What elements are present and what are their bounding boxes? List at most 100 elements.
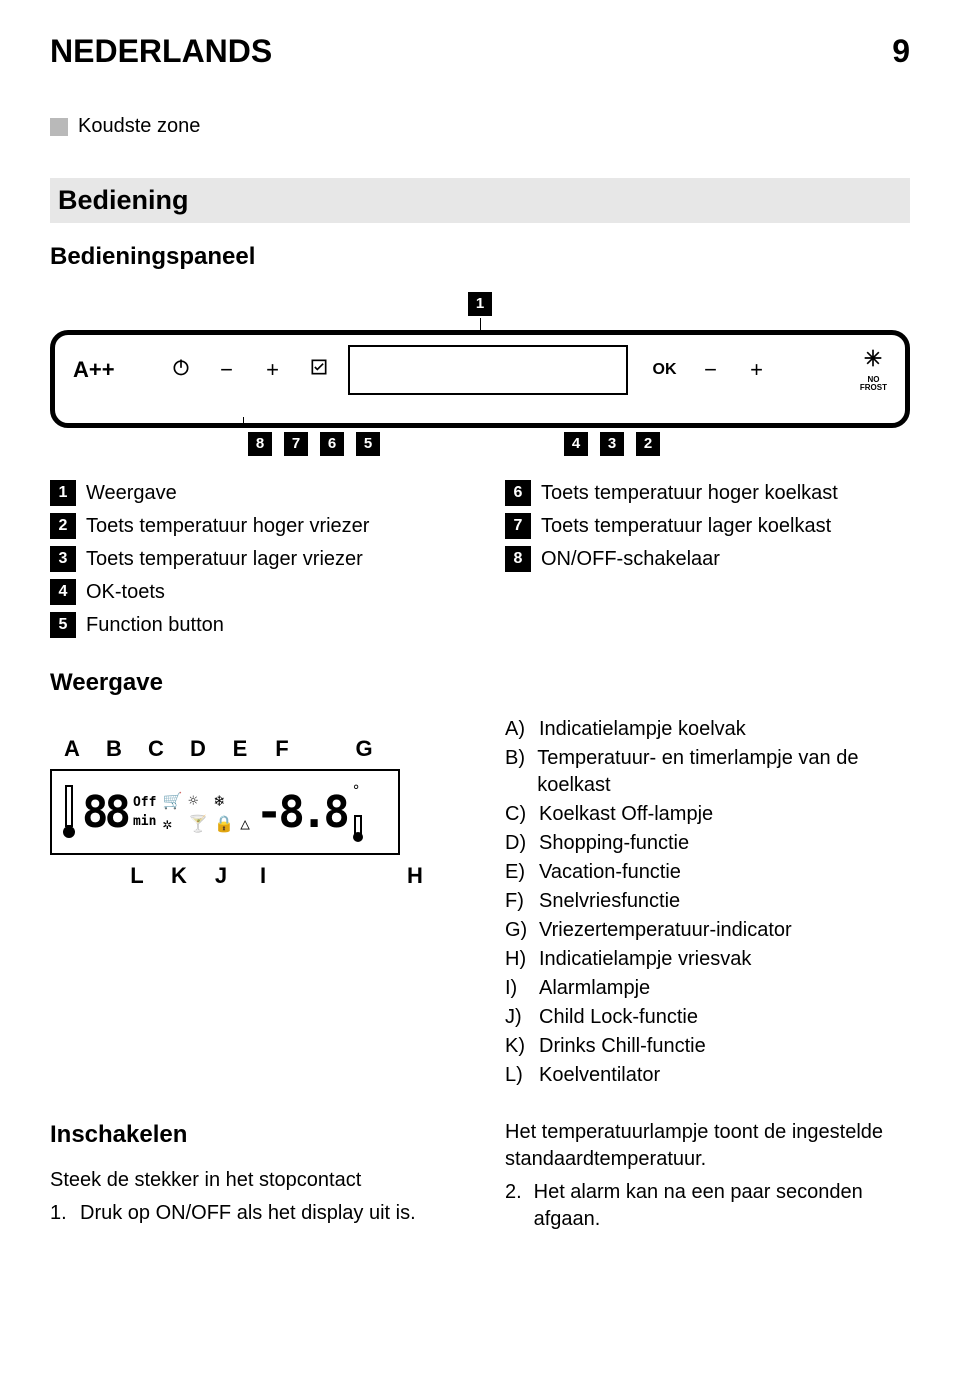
cart-icon: 🛒 — [162, 790, 182, 812]
zone-indicator-row: Koudste zone — [50, 113, 910, 140]
legend-tag: F) — [505, 888, 531, 915]
plus-icon-fridge: + — [256, 355, 290, 385]
callout-6: 6 — [320, 432, 344, 456]
lock-icon: 🔒 — [214, 813, 234, 835]
panel-legend: 1Weergave 2Toets temperatuur hoger vriez… — [50, 480, 910, 645]
letter-b: B — [102, 734, 126, 764]
legend-num: 6 — [505, 480, 531, 506]
letter-d: D — [186, 734, 210, 764]
legend-tag: D) — [505, 830, 531, 857]
letter-i: I — [251, 861, 275, 891]
nofrost-bot: FROST — [860, 383, 887, 392]
legend-text: Toets temperatuur lager koelkast — [541, 513, 831, 540]
minus-icon-freezer: − — [694, 355, 728, 385]
thermometer-right-icon — [352, 814, 364, 842]
legend-tag: A) — [505, 716, 531, 743]
inschakelen-right-para: Het temperatuurlampje toont de ingesteld… — [505, 1119, 910, 1173]
list-item: 6 Toets temperatuur hoger koelkast — [505, 480, 910, 507]
legend-text: Toets temperatuur hoger koelkast — [541, 480, 838, 507]
degree-icon: ° — [352, 782, 364, 801]
panel-heading: Bedieningspaneel — [50, 241, 910, 273]
fan-icon: ✲ — [162, 813, 182, 835]
step-number: 2. — [505, 1179, 526, 1233]
page-number: 9 — [892, 30, 910, 73]
legend-text: Child Lock-functie — [539, 1004, 698, 1031]
nofrost-icon: NOFROST — [860, 348, 887, 392]
legend-text: Shopping-functie — [539, 830, 689, 857]
language-label: NEDERLANDS — [50, 30, 272, 73]
letter-f: F — [270, 734, 294, 764]
legend-num: 1 — [50, 480, 76, 506]
off-min-labels: Off min — [133, 794, 156, 831]
zone-label: Koudste zone — [78, 113, 200, 140]
list-item: I)Alarmlampje — [505, 975, 910, 1002]
alarm-icon: △ — [240, 813, 250, 835]
callout-5: 5 — [356, 432, 380, 456]
list-item: D) Shopping-functie — [505, 830, 910, 857]
energy-label: A++ — [73, 355, 115, 385]
seg-right: -8.8 — [256, 783, 346, 842]
legend-tag: L) — [505, 1062, 531, 1089]
power-icon — [164, 355, 198, 385]
step-text: Druk op ON/OFF als het display uit is. — [80, 1200, 416, 1227]
legend-num: 5 — [50, 612, 76, 638]
inschakelen-section: Inschakelen Steek de stekker in het stop… — [50, 1119, 910, 1237]
inschakelen-steps-left: 1. Druk op ON/OFF als het display uit is. — [50, 1200, 455, 1227]
display-legend-list: A)Indicatielampje koelvak B)Temperatuur-… — [505, 716, 910, 1089]
panel-display — [348, 345, 628, 395]
list-item: 1. Druk op ON/OFF als het display uit is. — [50, 1200, 455, 1227]
list-item: 1Weergave — [50, 480, 455, 507]
display-box: 88 Off min 🛒 ✲ ☼ 🍸 ❄ 🔒 — [50, 769, 400, 855]
inschakelen-intro: Steek de stekker in het stopcontact — [50, 1167, 455, 1194]
legend-text: Drinks Chill-functie — [539, 1033, 706, 1060]
ok-button-label: OK — [648, 359, 682, 381]
letter-j: J — [209, 861, 233, 891]
zone-color-swatch — [50, 118, 68, 136]
legend-text: Indicatielampje vriesvak — [539, 946, 751, 973]
legend-left-list: 1Weergave 2Toets temperatuur hoger vriez… — [50, 480, 455, 639]
legend-tag: I) — [505, 975, 531, 1002]
display-letters-top: A B C D E F G — [60, 734, 455, 764]
panel-frame: A++ − + OK − + NOFROST — [50, 330, 910, 428]
icon-col-3: ❄ 🔒 — [214, 790, 234, 835]
letter-l: L — [125, 861, 149, 891]
minus-icon-fridge: − — [210, 355, 244, 385]
step-number: 1. — [50, 1200, 72, 1227]
letter-k: K — [167, 861, 191, 891]
legend-tag: C) — [505, 801, 531, 828]
list-item: H)Indicatielampje vriesvak — [505, 946, 910, 973]
list-item: J)Child Lock-functie — [505, 1004, 910, 1031]
legend-text: Function button — [86, 612, 224, 639]
vacation-icon: ☼ — [188, 790, 208, 812]
list-item: A)Indicatielampje koelvak — [505, 716, 910, 743]
display-letters-bottom: L K J I H — [125, 861, 455, 891]
legend-num: 4 — [50, 579, 76, 605]
legend-text: Koelventilator — [539, 1062, 660, 1089]
seg-left: 88 — [82, 783, 127, 842]
letter-h: H — [403, 861, 427, 891]
legend-num: 3 — [50, 546, 76, 572]
list-item: 2.Het alarm kan na een paar seconden afg… — [505, 1179, 910, 1233]
legend-text: Toets temperatuur lager vriezer — [86, 546, 363, 573]
letter-c: C — [144, 734, 168, 764]
callout-8: 8 — [248, 432, 272, 456]
snowflake-icon: ❄ — [214, 790, 234, 812]
list-item: 3 Toets temperatuur lager vriezer — [50, 546, 455, 573]
list-item: 2Toets temperatuur hoger vriezer — [50, 513, 455, 540]
legend-text: Snelvriesfunctie — [539, 888, 680, 915]
icon-col-2: ☼ 🍸 — [188, 790, 208, 835]
legend-text: ON/OFF-schakelaar — [541, 546, 720, 573]
icon-col-4: △ — [240, 790, 250, 835]
list-item: 5 Function button — [50, 612, 455, 639]
display-diagram: A B C D E F G 88 Off min 🛒 ✲ — [50, 734, 455, 891]
letter-e: E — [228, 734, 252, 764]
list-item: L) Koelventilator — [505, 1062, 910, 1089]
icon-col-1: 🛒 ✲ — [162, 790, 182, 835]
letter-a: A — [60, 734, 84, 764]
display-section: A B C D E F G 88 Off min 🛒 ✲ — [50, 716, 910, 1091]
drinks-icon: 🍸 — [188, 813, 208, 835]
callout-top: 1 — [50, 289, 910, 330]
off-label: Off — [133, 794, 156, 812]
legend-text: Vriezertemperatuur-indicator — [539, 917, 792, 944]
list-item: C)Koelkast Off-lampje — [505, 801, 910, 828]
